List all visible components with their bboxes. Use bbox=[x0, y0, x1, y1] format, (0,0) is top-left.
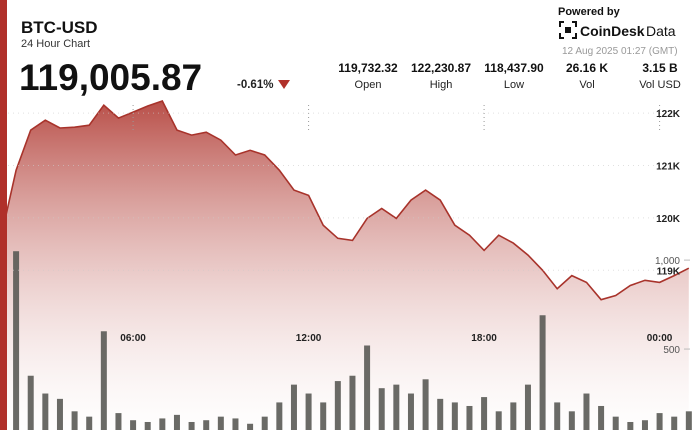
volume-bar bbox=[671, 416, 678, 430]
y2-tick-label: 500 bbox=[663, 345, 680, 356]
brand-logo bbox=[559, 21, 577, 39]
volume-bar bbox=[334, 381, 341, 430]
volume-bar bbox=[247, 423, 254, 430]
brand-suffix: Data bbox=[646, 23, 676, 39]
volume-bar bbox=[364, 345, 371, 430]
powered-by: Powered by bbox=[558, 6, 621, 18]
volume-bar bbox=[100, 331, 107, 430]
volume-bar bbox=[261, 416, 268, 430]
volume-bar bbox=[481, 397, 488, 430]
volume-bar bbox=[144, 421, 151, 430]
volume-bar bbox=[378, 388, 385, 430]
volume-bar bbox=[27, 375, 34, 430]
y2-tick-label: 1,000 bbox=[655, 256, 680, 267]
volume-bar bbox=[524, 384, 531, 430]
volume-bar bbox=[86, 416, 93, 430]
volume-bar bbox=[232, 418, 239, 430]
volume-bar bbox=[510, 402, 517, 430]
x-tick-label: 06:00 bbox=[120, 333, 146, 344]
volume-bar bbox=[568, 411, 575, 430]
volume-bar bbox=[554, 402, 561, 430]
volume-bar bbox=[495, 411, 502, 430]
y-tick-label: 120K bbox=[656, 214, 681, 225]
volume-bar bbox=[685, 411, 692, 430]
price: 119,005.87 bbox=[19, 57, 202, 98]
change: -0.61% bbox=[237, 79, 273, 91]
plot: 06:00 12:00 18:00 00:00 122K 121K 120K 119K1,00… bbox=[0, 100, 692, 430]
volume-bar bbox=[349, 375, 356, 430]
volume-bar bbox=[451, 402, 458, 430]
volume-bar bbox=[159, 418, 166, 430]
stat-label: Open bbox=[355, 79, 382, 91]
volume-bar bbox=[393, 384, 400, 430]
volume-bar bbox=[290, 384, 297, 430]
volume-bar bbox=[13, 251, 20, 430]
volume-bar bbox=[188, 421, 195, 430]
stat-label: High bbox=[430, 79, 453, 91]
timestamp: 12 Aug 2025 01:27 (GMT) bbox=[562, 46, 678, 57]
subtitle: 24 Hour Chart bbox=[21, 38, 90, 50]
stat-label: Low bbox=[504, 79, 524, 91]
volume-bar bbox=[130, 420, 137, 430]
volume-bar bbox=[656, 413, 663, 430]
y-tick-label: 121K bbox=[656, 162, 681, 173]
volume-bar bbox=[583, 393, 590, 430]
volume-bar bbox=[203, 420, 210, 430]
stats: 119,732.32 Open 122,230.87 High 118,437.90 Lo… bbox=[338, 61, 681, 91]
volume-bar bbox=[217, 416, 224, 430]
stat-value: 122,230.87 bbox=[411, 61, 471, 75]
x-tick-label: 18:00 bbox=[471, 333, 497, 344]
stat-label: Vol USD bbox=[639, 79, 681, 91]
stat-value: 118,437.90 bbox=[484, 61, 544, 75]
volume-bar bbox=[422, 379, 429, 430]
volume-bar bbox=[612, 416, 619, 430]
volume-bar bbox=[641, 420, 648, 430]
down-arrow bbox=[278, 80, 290, 89]
volume-bar bbox=[56, 398, 63, 430]
price-area bbox=[1, 101, 689, 430]
x-tick-label: 12:00 bbox=[296, 333, 322, 344]
stat-value: 119,732.32 bbox=[338, 61, 398, 75]
volume-bar bbox=[276, 402, 283, 430]
volume-bar bbox=[305, 393, 312, 430]
y-tick-label: 122K bbox=[656, 109, 681, 120]
volume-bar bbox=[437, 398, 444, 430]
symbol: BTC-USD bbox=[21, 18, 98, 37]
volume-bar bbox=[627, 421, 634, 430]
price-line bbox=[0, 100, 690, 301]
volume-bar bbox=[115, 413, 122, 430]
stat-value: 26.16 K bbox=[566, 61, 608, 75]
volume-bar bbox=[466, 405, 473, 430]
volume-bar bbox=[598, 405, 605, 430]
volume-bar bbox=[173, 414, 180, 430]
volume-bar bbox=[407, 393, 414, 430]
x-tick-label: 00:00 bbox=[647, 333, 673, 344]
y-tick-label: 119K bbox=[657, 266, 681, 277]
volume-bar bbox=[71, 411, 78, 430]
accent-bar bbox=[0, 0, 7, 430]
volume-bar bbox=[42, 393, 49, 430]
brand: CoinDesk bbox=[580, 23, 645, 39]
stat-label: Vol bbox=[579, 79, 594, 91]
volume-bar bbox=[320, 402, 327, 430]
volume-bar bbox=[539, 315, 546, 430]
stat-value: 3.15 B bbox=[642, 61, 678, 75]
